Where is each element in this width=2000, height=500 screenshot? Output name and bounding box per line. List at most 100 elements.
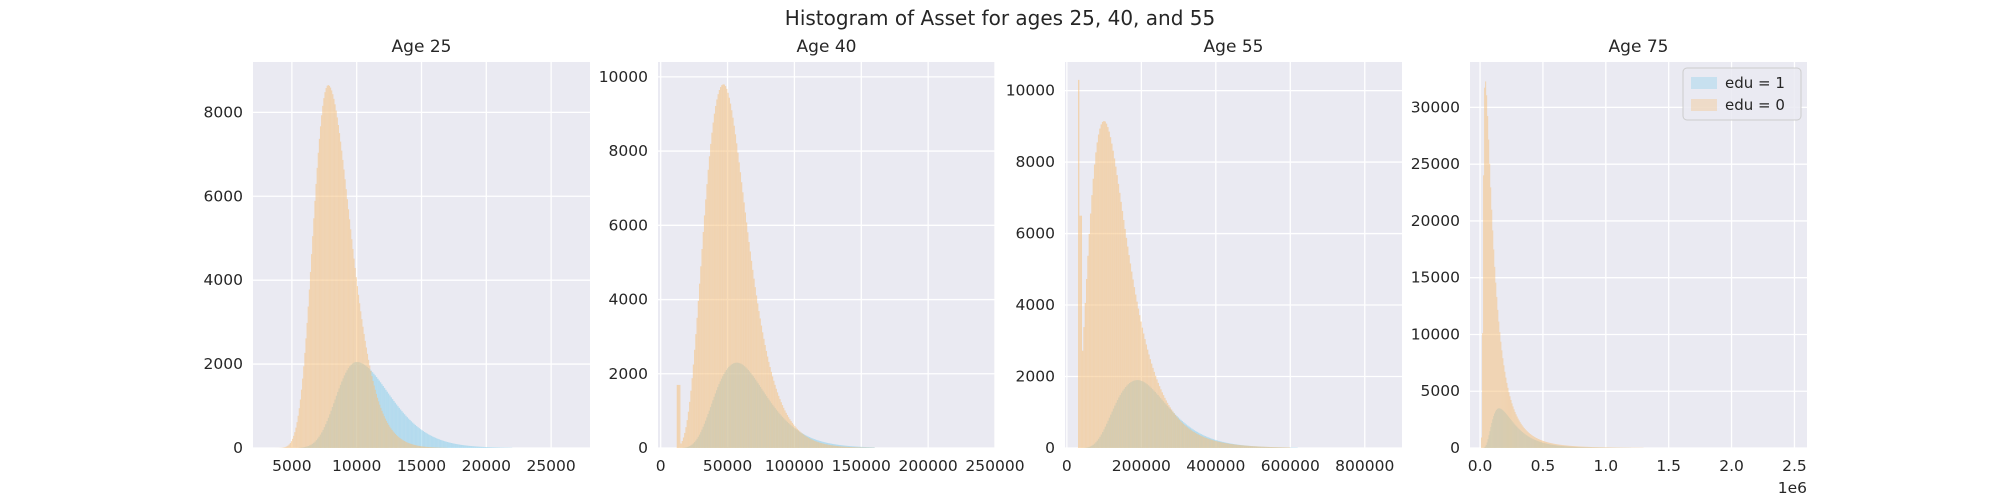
histogram-bar: [1261, 446, 1263, 448]
histogram-bar: [679, 384, 681, 448]
histogram-bar: [1250, 446, 1252, 448]
histogram-bar: [1217, 441, 1219, 448]
histogram-bar: [421, 430, 423, 448]
histogram-bar: [486, 447, 489, 448]
histogram-bar: [809, 438, 811, 448]
histogram-bar: [373, 385, 375, 448]
histogram-bar: [435, 447, 437, 448]
histogram-bar: [750, 260, 753, 448]
histogram-bar: [360, 311, 362, 448]
histogram-bar: [849, 447, 852, 448]
histogram-bar: [844, 446, 847, 448]
histogram-bar: [744, 212, 746, 448]
histogram-bar: [1576, 446, 1578, 448]
histogram-bar: [1241, 445, 1243, 448]
histogram-bar: [434, 437, 437, 448]
histogram-bar: [1497, 309, 1499, 448]
histogram-bar: [1176, 416, 1178, 448]
histogram-bar: [420, 446, 422, 448]
histogram-bar: [738, 162, 740, 448]
histogram-bar: [1271, 447, 1274, 448]
histogram-bar: [1568, 445, 1570, 448]
histogram-bar: [344, 179, 346, 448]
histogram-bars: [1481, 81, 1644, 448]
histogram-bar: [312, 236, 314, 448]
histogram-bar: [867, 447, 869, 448]
histogram-bar: [1131, 271, 1133, 448]
histogram-bar: [1245, 445, 1247, 448]
histogram-bar: [390, 397, 392, 448]
histogram-bar: [859, 446, 862, 448]
histogram-bar: [1206, 438, 1209, 448]
histogram-bar: [316, 167, 318, 448]
histogram-bar: [726, 88, 728, 448]
histogram-bar: [1243, 445, 1246, 448]
histogram-bar: [1580, 446, 1582, 448]
histogram-bar: [1589, 446, 1591, 448]
histogram-bar: [1164, 397, 1166, 448]
histogram-bar: [784, 410, 786, 448]
histogram-bar: [1552, 443, 1554, 448]
histogram-bar: [1495, 282, 1497, 448]
histogram-bar: [1197, 434, 1199, 448]
y-tick-label: 20000: [1411, 212, 1460, 230]
histogram-bar: [781, 405, 784, 448]
histogram-bar: [1571, 445, 1573, 448]
histogram-bar: [705, 199, 707, 448]
histogram-bar: [1282, 447, 1284, 448]
histogram-bar: [1178, 419, 1181, 448]
histogram-bar: [442, 440, 445, 448]
histogram-bar: [354, 267, 356, 448]
x-tick-label: 200000: [899, 457, 958, 475]
histogram-bar: [1150, 363, 1153, 448]
histogram-bar: [394, 402, 396, 448]
histogram-bar: [334, 104, 336, 448]
x-tick-label: 1.0: [1593, 457, 1618, 475]
histogram-bar: [842, 446, 844, 448]
histogram-bar: [1257, 446, 1259, 448]
histogram-bar: [729, 103, 732, 448]
histogram-bar: [1165, 400, 1167, 448]
histogram-bar: [710, 143, 712, 448]
histogram-bar: [1502, 358, 1504, 448]
histogram-bar: [313, 218, 315, 448]
histogram-bar: [450, 442, 453, 448]
histogram-bar: [1600, 447, 1602, 448]
plot-area: [1470, 62, 1807, 448]
histogram-bar: [470, 446, 473, 448]
histogram-bar: [340, 141, 342, 448]
histogram-bar: [296, 422, 298, 448]
histogram-bar: [413, 423, 415, 448]
histogram-bar: [837, 446, 839, 448]
histogram-bar: [1288, 447, 1291, 448]
histogram-bar: [1588, 446, 1590, 448]
histogram-bar: [411, 422, 414, 448]
histogram-bar: [1539, 439, 1541, 448]
y-tick-label: 25000: [1411, 155, 1460, 173]
histogram-bar: [378, 401, 380, 448]
histogram-bar: [790, 421, 792, 448]
histogram-bar: [1560, 444, 1562, 448]
histogram-bar: [685, 427, 687, 448]
histogram-bar: [1558, 444, 1560, 448]
histogram-bar: [1506, 382, 1508, 448]
histogram-bar: [481, 446, 483, 448]
subplot-2: 0 50000 100000 150000 200000 250000 0 2000 4000 6…: [599, 37, 1025, 475]
y-tick-label: 4000: [204, 271, 243, 289]
legend-swatch: [1691, 77, 1717, 89]
histogram-bar: [1605, 447, 1607, 448]
histogram-bar: [1601, 447, 1603, 448]
histogram-bar: [854, 447, 857, 448]
histogram-bar: [748, 241, 750, 448]
histogram-bar: [387, 393, 390, 448]
histogram-bar: [1079, 215, 1081, 448]
histogram-bar: [1269, 446, 1271, 448]
histogram-bar: [689, 401, 691, 448]
histogram-bar: [425, 432, 427, 448]
histogram-bar: [293, 435, 295, 448]
histogram-bar: [366, 353, 369, 448]
histogram-bar: [1225, 443, 1227, 448]
histogram-bar: [800, 432, 802, 448]
series-edu-0: [1481, 81, 1644, 448]
histogram-bar: [480, 446, 482, 448]
